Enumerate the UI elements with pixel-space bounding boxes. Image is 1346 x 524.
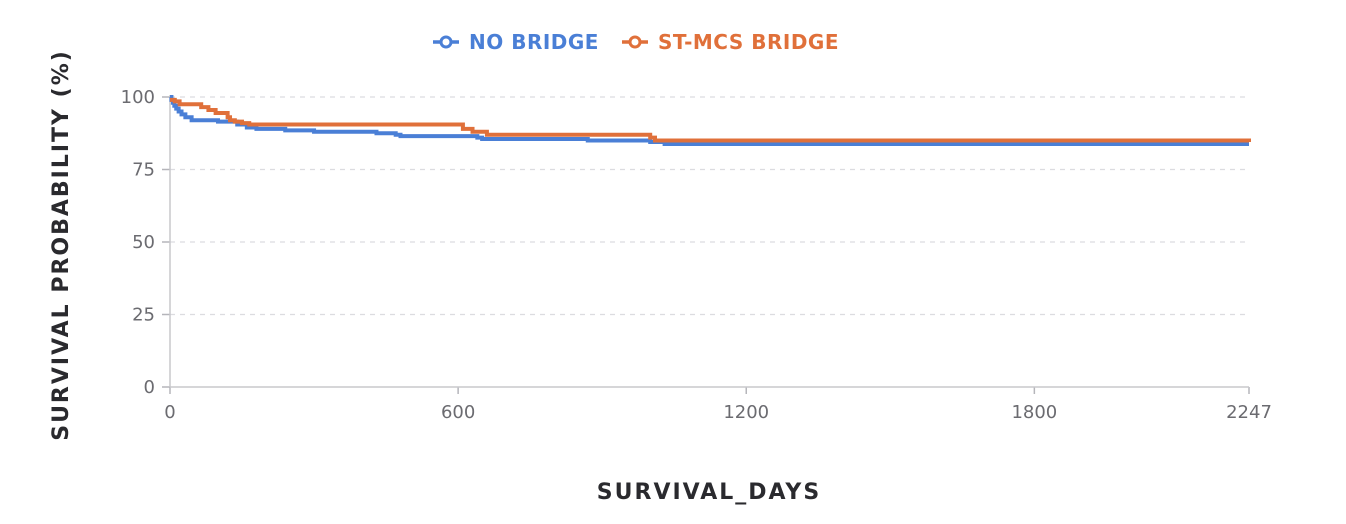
x-tick-label-1800: 1800 <box>1011 402 1057 423</box>
x-axis-title: SURVIVAL_DAYS <box>597 480 821 505</box>
legend-st-mcs-bridge[interactable]: ST-MCS BRIDGE <box>622 30 839 54</box>
axes: 0 25 50 75 100 0 600 1200 1800 2247 <box>121 87 1272 423</box>
series-lines <box>169 95 1251 146</box>
y-tick-label-0: 0 <box>144 377 155 398</box>
series-line-no-bridge <box>169 95 1249 146</box>
legend[interactable]: NO BRIDGE ST-MCS BRIDGE <box>433 30 839 54</box>
legend-marker-icon <box>439 35 453 49</box>
x-tick-label-2247: 2247 <box>1226 402 1272 423</box>
legend-label: NO BRIDGE <box>469 30 599 54</box>
y-axis-title: SURVIVAL PROBABILITY (%) <box>49 49 74 441</box>
x-tick-label-0: 0 <box>164 402 175 423</box>
legend-no-bridge[interactable]: NO BRIDGE <box>433 30 599 54</box>
legend-label: ST-MCS BRIDGE <box>658 30 839 54</box>
y-tick-label-25: 25 <box>132 305 155 326</box>
legend-marker-icon <box>628 35 642 49</box>
x-tick-label-1200: 1200 <box>723 402 769 423</box>
gridlines <box>170 96 1249 316</box>
y-tick-label-50: 50 <box>132 232 155 253</box>
y-tick-label-100: 100 <box>121 87 155 108</box>
x-tick-label-600: 600 <box>441 402 475 423</box>
series-line-st-mcs-bridge <box>170 97 1251 143</box>
y-tick-label-75: 75 <box>132 160 155 181</box>
